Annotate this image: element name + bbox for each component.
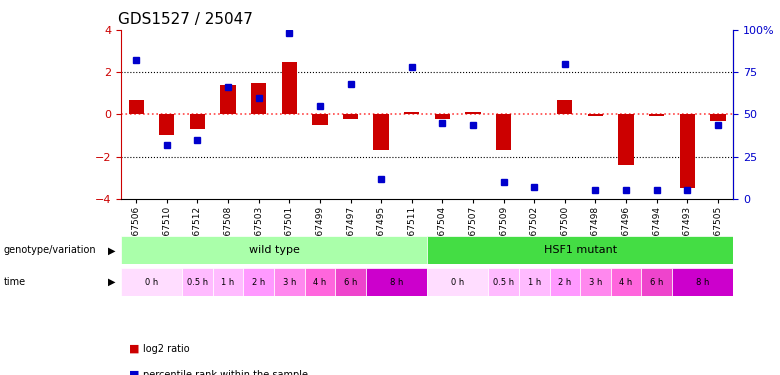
Text: 4 h: 4 h: [314, 278, 327, 286]
Text: 8 h: 8 h: [696, 278, 709, 286]
Bar: [641, 268, 672, 296]
Text: 0.5 h: 0.5 h: [187, 278, 208, 286]
Bar: [282, 62, 297, 114]
Bar: [672, 268, 733, 296]
Bar: [121, 236, 427, 264]
Text: genotype/variation: genotype/variation: [4, 245, 97, 255]
Bar: [404, 112, 420, 114]
Text: ▶: ▶: [108, 277, 115, 287]
Text: wild type: wild type: [249, 245, 300, 255]
Bar: [549, 268, 580, 296]
Text: ▶: ▶: [108, 245, 115, 255]
Bar: [243, 268, 274, 296]
Text: 4 h: 4 h: [619, 278, 633, 286]
Bar: [274, 268, 304, 296]
Text: 0 h: 0 h: [451, 278, 464, 286]
Text: GDS1527 / 25047: GDS1527 / 25047: [118, 12, 253, 27]
Text: HSF1 mutant: HSF1 mutant: [544, 245, 617, 255]
Bar: [366, 268, 427, 296]
Bar: [588, 114, 603, 117]
Bar: [427, 268, 488, 296]
Text: 3 h: 3 h: [282, 278, 296, 286]
Bar: [121, 268, 182, 296]
Text: ■: ■: [129, 344, 139, 354]
Bar: [304, 268, 335, 296]
Text: 2 h: 2 h: [558, 278, 572, 286]
Bar: [557, 100, 573, 114]
Bar: [649, 114, 665, 117]
Text: ■: ■: [129, 370, 139, 375]
Bar: [488, 268, 519, 296]
Text: 1 h: 1 h: [222, 278, 235, 286]
Text: 6 h: 6 h: [344, 278, 357, 286]
Bar: [619, 114, 633, 165]
Bar: [213, 268, 243, 296]
Text: 2 h: 2 h: [252, 278, 265, 286]
Text: 3 h: 3 h: [589, 278, 602, 286]
Bar: [711, 114, 725, 121]
Bar: [580, 268, 611, 296]
Text: log2 ratio: log2 ratio: [143, 344, 190, 354]
Text: 8 h: 8 h: [390, 278, 403, 286]
Bar: [190, 114, 205, 129]
Bar: [129, 100, 144, 114]
Bar: [182, 268, 213, 296]
Bar: [496, 114, 511, 150]
Text: 6 h: 6 h: [650, 278, 663, 286]
Bar: [466, 112, 480, 114]
Text: time: time: [4, 277, 26, 287]
Bar: [335, 268, 366, 296]
Bar: [251, 83, 266, 114]
Bar: [434, 114, 450, 118]
Text: 0.5 h: 0.5 h: [493, 278, 514, 286]
Bar: [427, 236, 733, 264]
Bar: [611, 268, 641, 296]
Text: 1 h: 1 h: [527, 278, 541, 286]
Bar: [519, 268, 549, 296]
Bar: [221, 85, 236, 114]
Bar: [374, 114, 388, 150]
Bar: [679, 114, 695, 188]
Text: 0 h: 0 h: [145, 278, 158, 286]
Bar: [343, 114, 358, 118]
Bar: [159, 114, 175, 135]
Text: percentile rank within the sample: percentile rank within the sample: [143, 370, 308, 375]
Bar: [312, 114, 328, 125]
